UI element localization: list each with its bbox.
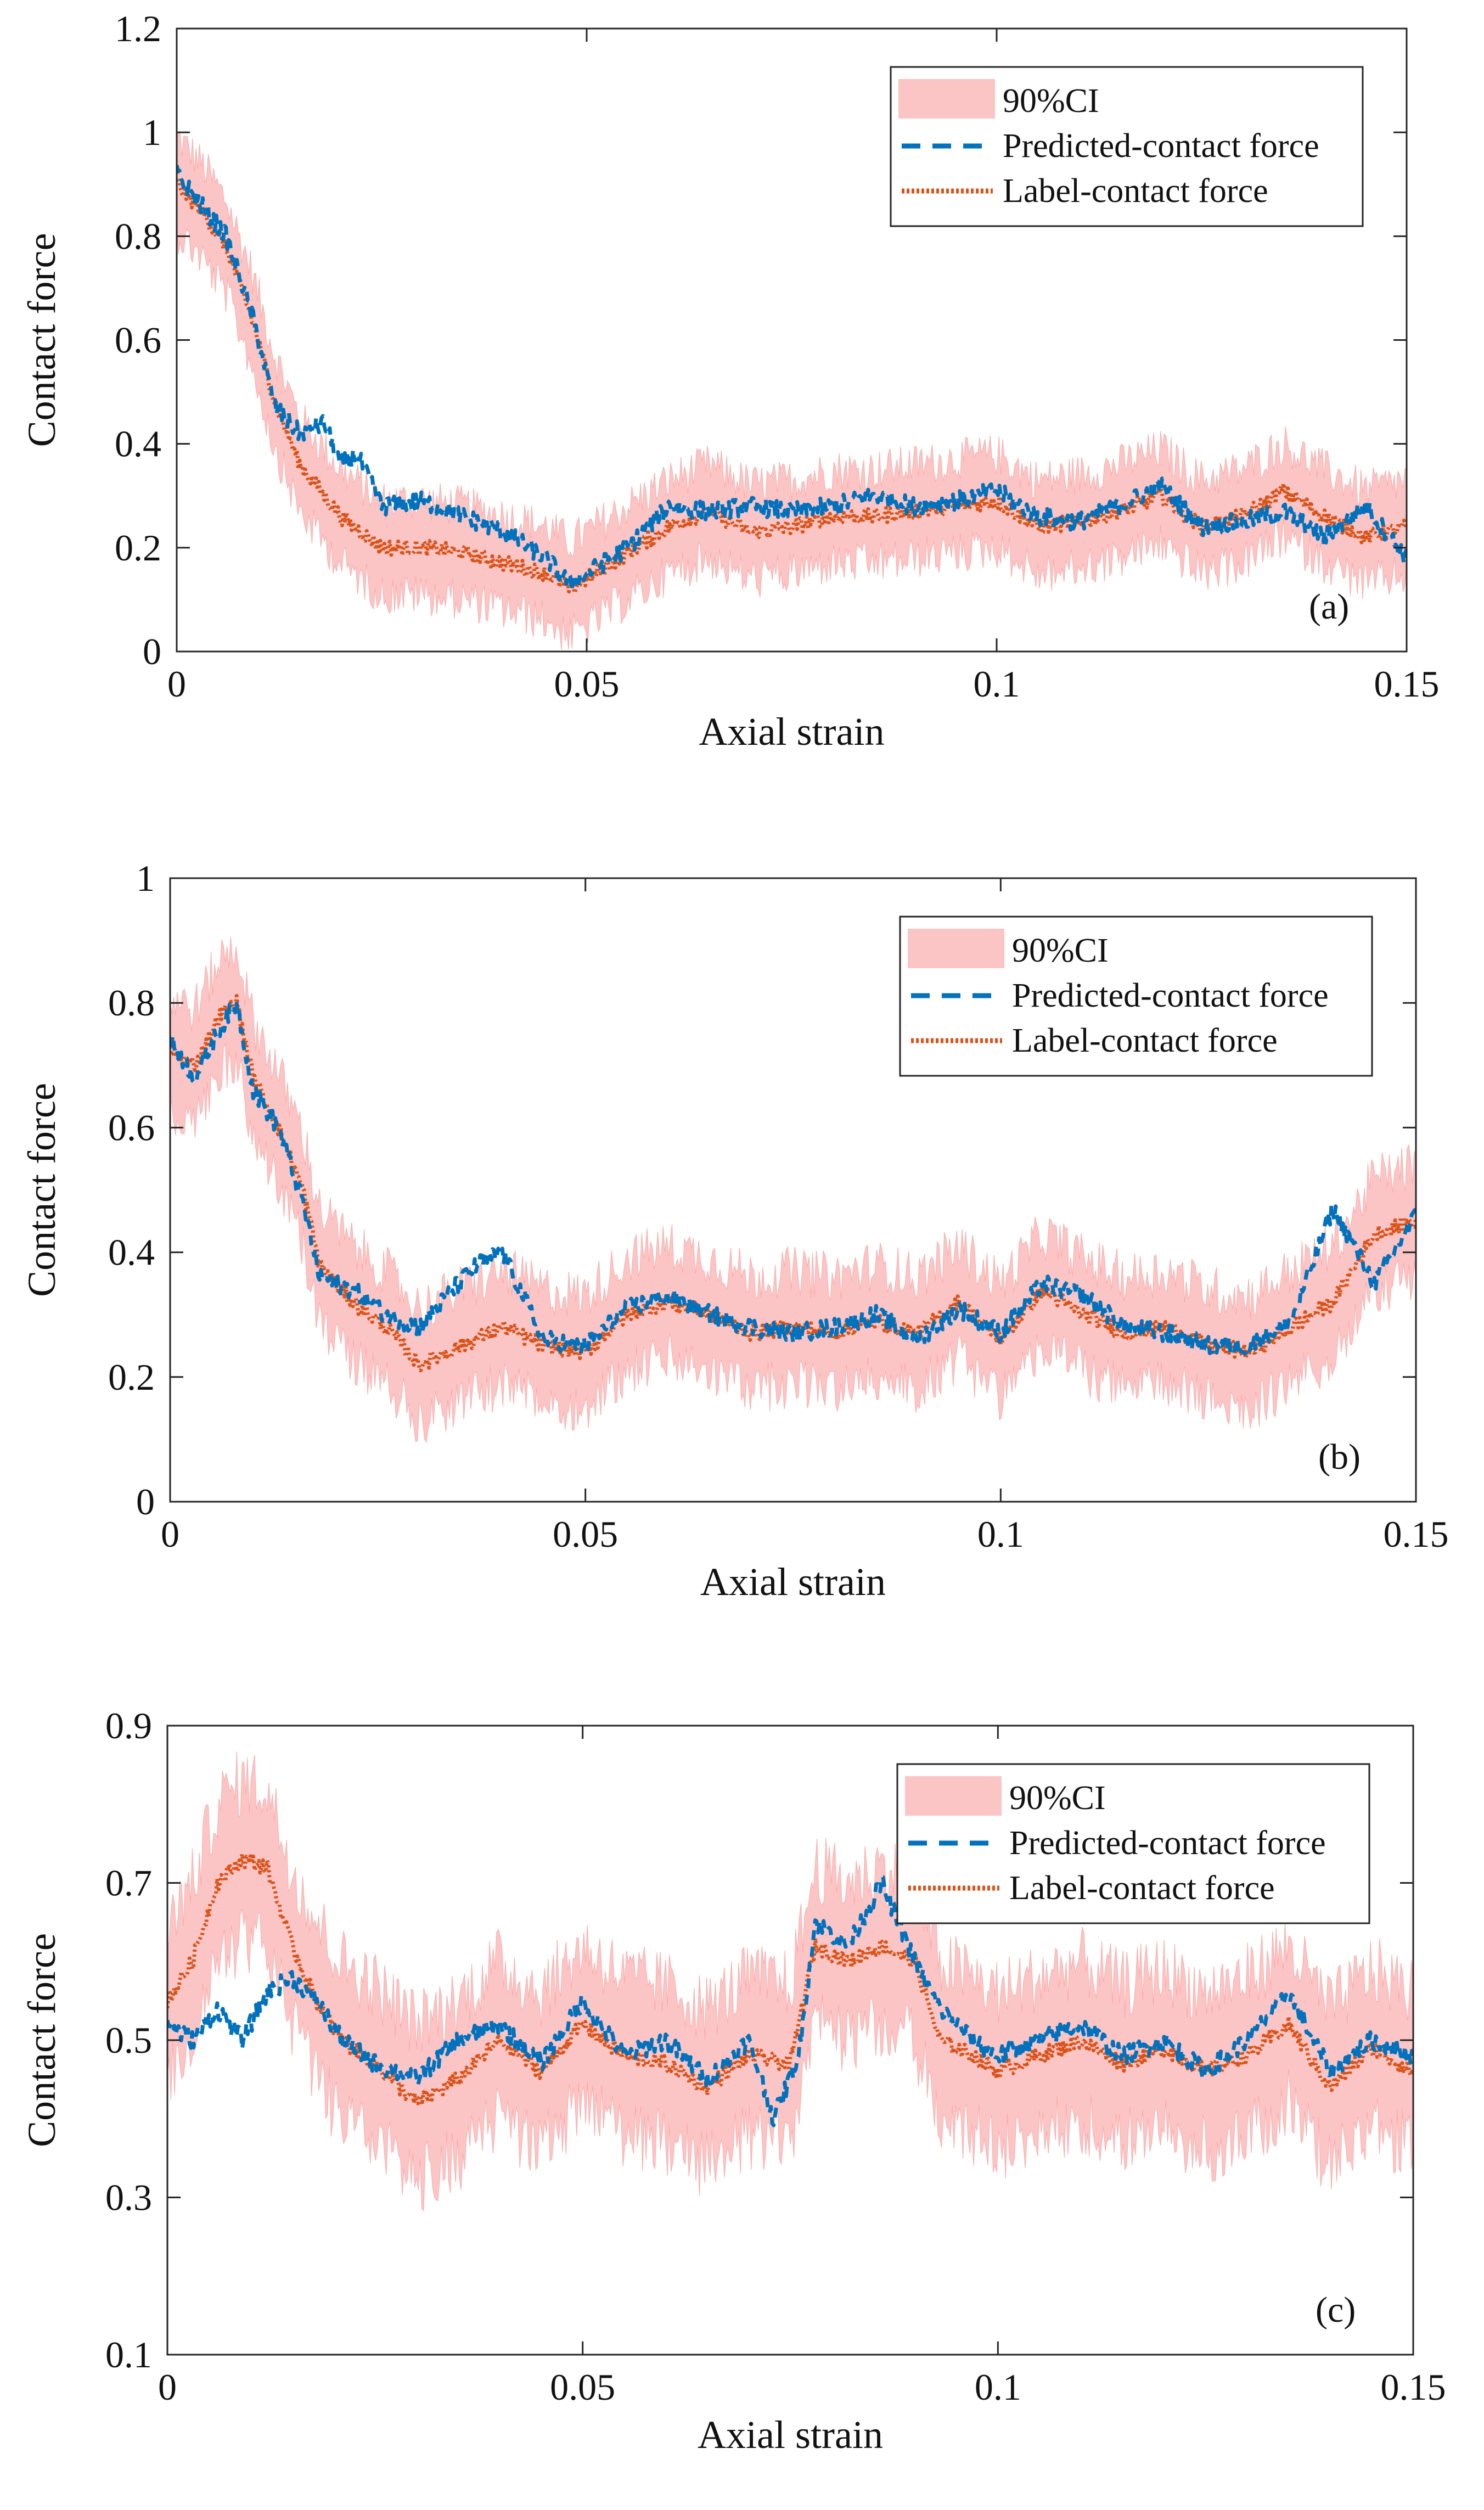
- legend-entry: 90%CI: [1009, 1779, 1106, 1817]
- y-tick-label: 0.4: [108, 1232, 155, 1273]
- legend: 90%CI Predicted-contact force Label-contac…: [896, 1763, 1370, 1924]
- series-predicted-contact-force: [170, 1000, 1416, 1356]
- x-tick-label: 0.1: [975, 2366, 1021, 2408]
- plot-area: [177, 130, 1407, 650]
- legend-entry: Predicted-contact force: [1009, 1824, 1326, 1862]
- chart-panel-2: 0 0.05 0.1 0.15 0 0.2 0.4 0.6 0.8 1 Axial strain Co…: [20, 857, 1449, 1604]
- y-tick-label: 1: [143, 111, 161, 153]
- plot-area: [167, 1751, 1413, 2212]
- x-axis-title: Axial strain: [699, 710, 885, 754]
- y-tick-label: 0: [136, 1481, 155, 1523]
- chart-panel-1: 0 0.05 0.1 0.15 0 0.2 0.4 0.6 0.8 1 1.2 Axial strai…: [20, 8, 1440, 754]
- y-tick-label: 0.7: [105, 1862, 152, 1904]
- legend: 90%CI Predicted-contact force Label-contac…: [890, 66, 1364, 227]
- x-tick-label: 0.05: [553, 1513, 618, 1555]
- axes-frame: [169, 877, 1417, 1503]
- ci-band: [167, 1751, 1413, 2212]
- legend-entry: Predicted-contact force: [1012, 977, 1329, 1014]
- y-tick-label: 1: [136, 857, 155, 899]
- x-axis-title: Axial strain: [700, 1560, 886, 1604]
- x-tick-label: 0.15: [1384, 1513, 1449, 1555]
- legend-entry: Predicted-contact force: [1003, 127, 1319, 165]
- y-tick-label: 0.4: [115, 423, 161, 465]
- y-axis-title: Contact force: [20, 1083, 64, 1297]
- y-tick-label: 0.9: [105, 1705, 152, 1747]
- legend-entry: 90%CI: [1012, 932, 1109, 969]
- panel-label: (a): [1309, 587, 1349, 627]
- legend-entry: Label-contact force: [1012, 1022, 1278, 1059]
- chart-panel-3: 0 0.05 0.1 0.15 0.1 0.3 0.5 0.7 0.9 Axial strain C…: [20, 1705, 1446, 2457]
- x-tick-label: 0.05: [554, 663, 620, 705]
- y-tick-label: 0.1: [105, 2334, 152, 2376]
- x-tick-label: 0.05: [550, 2366, 615, 2408]
- x-tick-label: 0.15: [1381, 2366, 1446, 2408]
- legend-entry: Label-contact force: [1003, 172, 1268, 210]
- plot-area: [170, 937, 1416, 1444]
- y-tick-label: 0.2: [115, 527, 161, 569]
- legend-swatch-ci: [898, 79, 995, 119]
- x-axis-title: Axial strain: [698, 2413, 883, 2457]
- x-tick-label: 0.1: [974, 663, 1020, 705]
- x-tick-label: 0: [158, 2366, 177, 2408]
- y-tick-label: 0.8: [108, 982, 155, 1024]
- y-tick-label: 0.6: [108, 1107, 155, 1148]
- panel-label: (b): [1318, 1437, 1361, 1477]
- legend-swatch-ci: [908, 929, 1004, 968]
- y-axis-title: Contact force: [20, 233, 64, 447]
- series-predicted-contact-force: [167, 1875, 1413, 2127]
- legend-entry: Label-contact force: [1009, 1869, 1275, 1907]
- series-predicted-contact-force: [177, 165, 1407, 592]
- y-tick-label: 0.5: [105, 2019, 152, 2061]
- x-tick-label: 0.15: [1374, 663, 1440, 705]
- y-tick-label: 0: [143, 631, 161, 672]
- legend: 90%CI Predicted-contact force Label-contac…: [899, 916, 1373, 1077]
- y-tick-label: 0.6: [115, 319, 161, 361]
- y-tick-label: 0.3: [105, 2177, 152, 2219]
- y-tick-label: 1.2: [115, 8, 161, 49]
- x-tick-label: 0.1: [977, 1513, 1024, 1555]
- y-tick-label: 0.2: [108, 1356, 155, 1398]
- legend-swatch-ci: [905, 1776, 1002, 1816]
- y-axis-title: Contact force: [20, 1933, 64, 2147]
- y-tick-label: 0.8: [115, 215, 161, 257]
- panel-label: (c): [1316, 2290, 1356, 2330]
- x-tick-label: 0: [161, 1513, 179, 1555]
- x-tick-label: 0: [167, 663, 186, 705]
- legend-entry: 90%CI: [1003, 82, 1099, 120]
